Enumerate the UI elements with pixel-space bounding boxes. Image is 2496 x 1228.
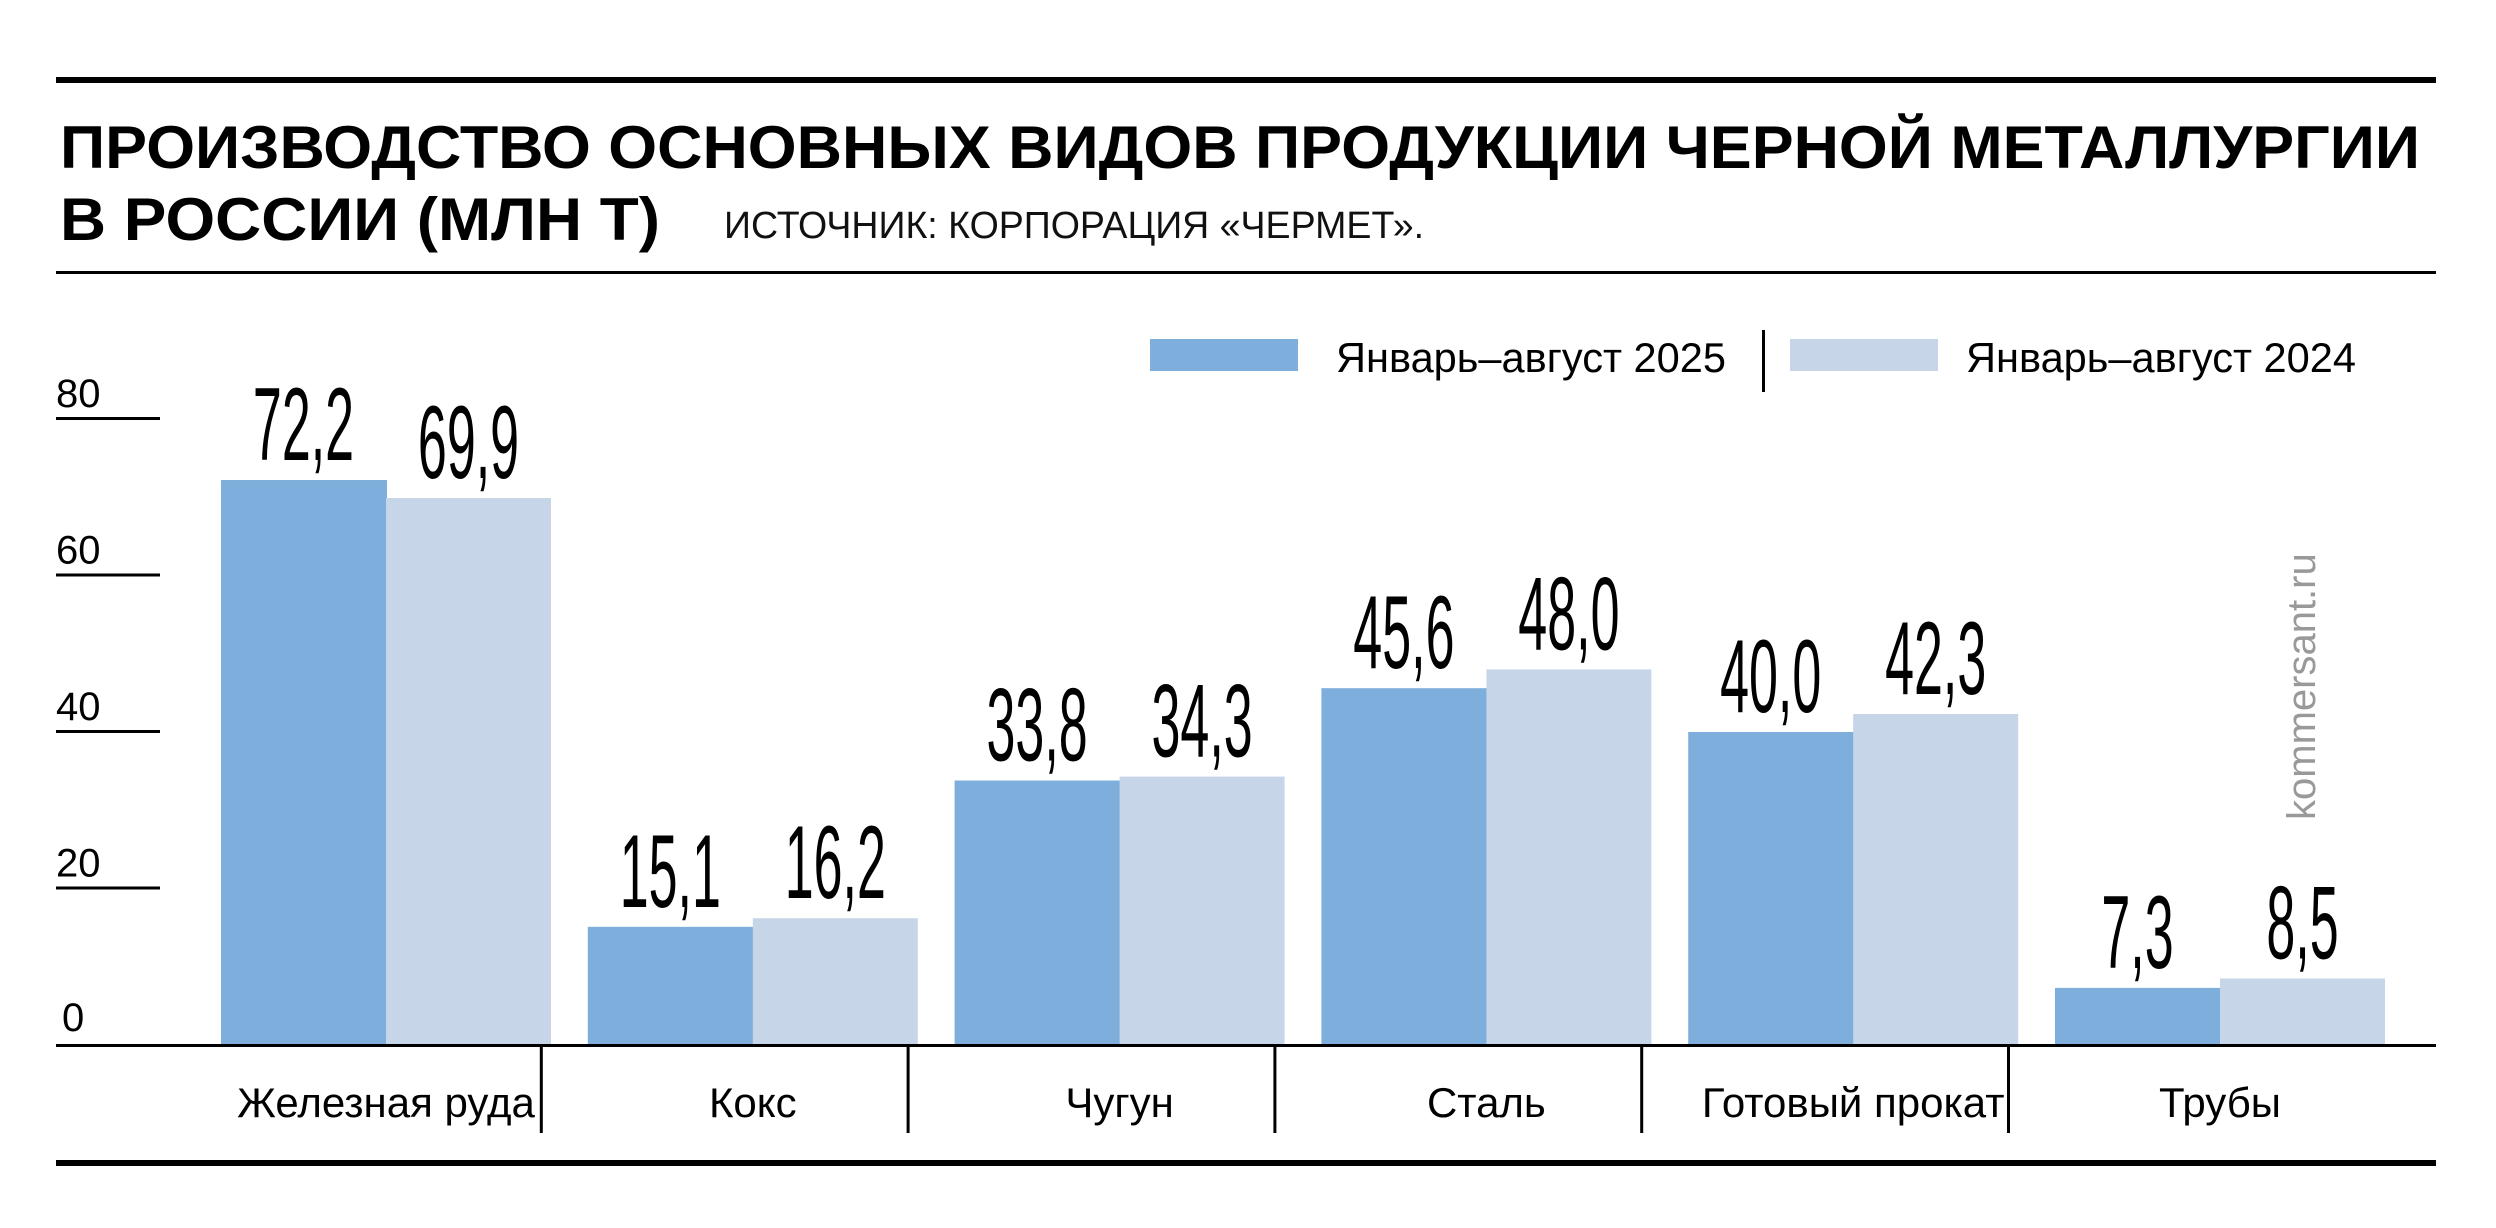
chart-title: ПРОИЗВОДСТВО ОСНОВНЫХ ВИДОВ ПРОДУКЦИИ ЧЕ… [60, 114, 2420, 181]
bar-2024 [2220, 978, 2385, 1045]
bar-value-label: 72,2 [253, 368, 354, 483]
x-category-label: Трубы [2159, 1079, 2281, 1126]
bar-value-label: 8,5 [2266, 866, 2338, 981]
y-tick-label: 80 [56, 372, 101, 416]
bar-value-label: 33,8 [987, 668, 1088, 783]
watermark: kommersant.ru [2280, 553, 2324, 820]
x-category-label: Чугун [1065, 1079, 1174, 1126]
bar-value-label: 40,0 [1720, 620, 1821, 735]
bars: 72,2 69,9 15,1 16,2 33,8 34,3 45,6 48,0 40,0 42,3… [221, 368, 2385, 1046]
legend: Январь–август 2025 Январь–август 2024 [1150, 330, 2356, 392]
legend-label-2025: Январь–август 2025 [1336, 334, 1726, 381]
y-gridline-tick [56, 417, 160, 420]
bar-2024 [1486, 669, 1652, 1045]
bottom-rule [56, 1160, 2436, 1166]
bar-value-label: 69,9 [418, 386, 519, 501]
y-gridline-tick [56, 573, 160, 577]
bar-value-label: 15,1 [620, 815, 721, 930]
bar-2025 [587, 926, 754, 1045]
legend-divider [1762, 330, 1765, 392]
x-axis: Железная руда Кокс Чугун Сталь Готовый прока… [237, 1045, 2281, 1133]
y-tick-label: 20 [56, 842, 101, 886]
category-separator [1273, 1045, 1277, 1133]
bar-value-label: 16,2 [785, 806, 886, 921]
bar-2025 [954, 780, 1121, 1045]
x-category-label: Готовый прокат [1702, 1079, 2005, 1126]
bar-2024 [1119, 776, 1285, 1045]
category-separator [906, 1045, 910, 1133]
x-category-label: Кокс [709, 1079, 797, 1126]
y-tick-label: 0 [62, 996, 84, 1040]
category-separator [539, 1045, 543, 1133]
category-separator [2007, 1045, 2010, 1133]
x-category-label: Сталь [1427, 1079, 1546, 1126]
x-category-label: Железная руда [237, 1079, 535, 1126]
chart-title-line2: В РОССИИ (МЛН Т) [60, 186, 660, 253]
source-note: ИСТОЧНИК: КОРПОРАЦИЯ «ЧЕРМЕТ». [724, 205, 1424, 247]
header-rule [56, 271, 2436, 274]
bar-2025 [1321, 688, 1488, 1045]
legend-swatch-2025 [1150, 339, 1298, 371]
bar-2024 [752, 918, 918, 1045]
y-axis: 0 20 40 60 80 [56, 372, 160, 1040]
bar-value-label: 45,6 [1353, 576, 1454, 691]
category-separator [1640, 1045, 1644, 1133]
y-tick-label: 40 [56, 685, 101, 729]
bar-2024 [386, 498, 551, 1046]
bar-2025 [2055, 987, 2221, 1045]
y-gridline-tick [56, 730, 160, 733]
bar-value-label: 34,3 [1152, 664, 1253, 779]
legend-swatch-2024 [1790, 339, 1938, 371]
legend-label-2024: Январь–август 2024 [1966, 334, 2356, 381]
x-axis-line [56, 1044, 2436, 1047]
bar-value-label: 7,3 [2101, 876, 2173, 991]
y-gridline-tick [56, 886, 160, 890]
y-tick-label: 60 [56, 529, 101, 573]
bar-2025 [1688, 732, 1855, 1045]
top-rule [56, 77, 2436, 83]
bar-2024 [1853, 714, 2019, 1045]
bar-value-label: 42,3 [1885, 602, 1986, 717]
bar-2025 [221, 480, 387, 1045]
bar-value-label: 48,0 [1518, 557, 1619, 672]
